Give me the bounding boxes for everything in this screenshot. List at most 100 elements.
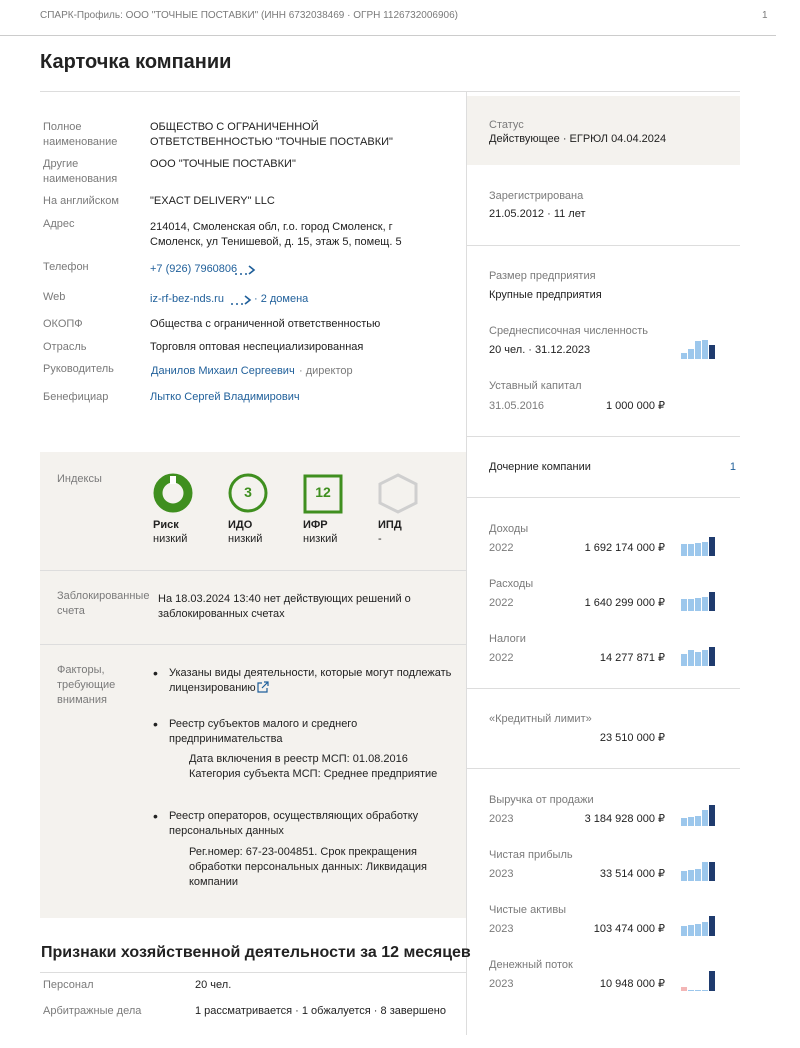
tax-period: 2022 bbox=[489, 542, 514, 554]
indices-section bbox=[40, 452, 466, 918]
sparkline-icon bbox=[681, 916, 715, 936]
divider bbox=[467, 436, 740, 437]
activity-title: Признаки хозяйственной деятельности за 1… bbox=[41, 944, 471, 961]
status-block bbox=[467, 96, 740, 165]
more-icon[interactable] bbox=[230, 294, 254, 306]
column-divider bbox=[466, 92, 467, 1035]
index-score: 12 bbox=[315, 484, 331, 500]
detail-label: Другие наименования bbox=[43, 158, 118, 185]
detail-label: Руководитель bbox=[43, 363, 114, 375]
sparkline-icon bbox=[681, 340, 715, 359]
detail-value[interactable]: Данилов Михаил Сергеевич bbox=[151, 365, 295, 377]
detail-value: "EXACT DELIVERY" LLC bbox=[150, 195, 275, 207]
divider bbox=[40, 972, 466, 973]
sparkline-icon bbox=[681, 592, 715, 611]
finance-label: Выручка от продажи bbox=[489, 794, 594, 806]
finance-amount: 33 514 000 ₽ bbox=[599, 868, 665, 880]
status-label: Статус bbox=[489, 119, 524, 131]
subsidiaries-label: Дочерние компании bbox=[489, 461, 591, 473]
status-value: Действующее · ЕГРЮЛ 04.04.2024 bbox=[489, 133, 667, 145]
finance-label: Чистая прибыль bbox=[489, 849, 573, 861]
index-name: ИПД bbox=[378, 519, 402, 531]
detail-value: ОБЩЕСТВО С ОГРАНИЧЕННОЙ ОТВЕТСТВЕННОСТЬЮ… bbox=[150, 121, 393, 148]
size-label: Размер предприятия bbox=[489, 270, 596, 282]
detail-label: Телефон bbox=[43, 261, 89, 273]
capital-label: Уставный капитал bbox=[489, 380, 582, 392]
divider bbox=[40, 644, 466, 645]
index-name: Риск bbox=[153, 519, 179, 531]
credit-label: «Кредитный лимит» bbox=[489, 713, 592, 725]
activity-value: 1 рассматривается · 1 обжалуется · 8 зав… bbox=[195, 1005, 446, 1017]
finance-amount: 3 184 928 000 ₽ bbox=[584, 813, 665, 825]
detail-label: Отрасль bbox=[43, 341, 87, 353]
index-score: 3 bbox=[244, 484, 252, 500]
finance-label: Денежный поток bbox=[489, 959, 573, 971]
detail-value[interactable]: +7 (926) 7960806 bbox=[150, 263, 238, 275]
divider bbox=[0, 35, 776, 36]
activity-label: Персонал bbox=[43, 979, 94, 991]
index-level: низкий bbox=[153, 533, 188, 545]
tax-label: Расходы bbox=[489, 578, 534, 590]
sparkline-icon bbox=[681, 647, 715, 666]
tax-period: 2022 bbox=[489, 597, 514, 609]
divider bbox=[467, 688, 740, 689]
headcount-value: 20 чел. · 31.12.2023 bbox=[489, 344, 591, 356]
capital-period: 31.05.2016 bbox=[489, 400, 545, 412]
detail-value[interactable]: Лытко Сергей Владимирович bbox=[150, 391, 300, 403]
index-icons bbox=[153, 473, 418, 514]
more-icon[interactable] bbox=[234, 264, 256, 276]
activity-value: 20 чел. bbox=[195, 979, 232, 991]
detail-value: Общества с ограниченной ответственностью bbox=[150, 318, 381, 330]
card-title: Карточка компании bbox=[40, 51, 232, 73]
ifr-icon bbox=[303, 474, 343, 514]
credit-amount: 23 510 000 ₽ bbox=[599, 732, 665, 744]
tax-label: Налоги bbox=[489, 633, 526, 645]
divider bbox=[467, 245, 740, 246]
blocked-label: Заблокированные счета bbox=[57, 590, 150, 617]
detail-value: 214014, Смоленская обл, г.о. город Смоле… bbox=[150, 221, 402, 248]
divider bbox=[467, 497, 740, 498]
tax-amount: 1 692 174 000 ₽ bbox=[584, 542, 665, 554]
tax-period: 2022 bbox=[489, 652, 514, 664]
detail-extra: · директор bbox=[299, 365, 353, 377]
registered-label: Зарегистрирована bbox=[489, 190, 584, 202]
finance-amount: 10 948 000 ₽ bbox=[599, 978, 665, 990]
tax-amount: 14 277 871 ₽ bbox=[599, 652, 665, 664]
detail-value: Торговля оптовая неспециализированная bbox=[150, 341, 364, 353]
page-number: 1 bbox=[762, 10, 768, 21]
detail-label: Полное наименование bbox=[43, 121, 118, 148]
external-link-icon[interactable] bbox=[257, 681, 269, 693]
detail-value: ООО "ТОЧНЫЕ ПОСТАВКИ" bbox=[150, 158, 296, 170]
factors-label: Факторы, требующие внимания bbox=[57, 664, 116, 706]
index-name: ИДО bbox=[228, 519, 253, 531]
detail-value[interactable]: iz-rf-bez-nds.ru bbox=[150, 293, 224, 305]
headcount-label: Среднесписочная численность bbox=[489, 325, 649, 337]
sparkline-icon bbox=[681, 971, 715, 991]
blocked-text: На 18.03.2024 13:40 нет действующих реше… bbox=[158, 593, 411, 620]
index-name: ИФР bbox=[303, 519, 328, 531]
finance-period: 2023 bbox=[489, 978, 514, 990]
detail-label: ОКОПФ bbox=[43, 318, 83, 330]
factor-detail: Рег.номер: 67-23-004851. Срок прекращени… bbox=[189, 846, 427, 888]
finance-amount: 103 474 000 ₽ bbox=[593, 923, 665, 935]
bullet: • bbox=[153, 716, 158, 732]
bullet: • bbox=[153, 665, 158, 681]
factor-text: Указаны виды деятельности, которые могут… bbox=[169, 667, 452, 694]
domains-link[interactable]: · 2 домена bbox=[254, 293, 309, 305]
size-value: Крупные предприятия bbox=[489, 289, 602, 301]
subsidiaries-value[interactable]: 1 bbox=[729, 461, 736, 473]
detail-label: Бенефициар bbox=[43, 391, 109, 403]
risk-icon-notch bbox=[170, 476, 176, 484]
factor-detail: Дата включения в реестр МСП: 01.08.2016 … bbox=[189, 753, 438, 780]
detail-label: На английском bbox=[43, 195, 119, 207]
finance-period: 2023 bbox=[489, 868, 514, 880]
ipd-icon bbox=[378, 473, 418, 514]
index-level: - bbox=[378, 533, 382, 545]
factor-text: Реестр субъектов малого и среднего предп… bbox=[169, 718, 358, 745]
divider bbox=[40, 91, 740, 92]
header-title: СПАРК-Профиль: ООО "ТОЧНЫЕ ПОСТАВКИ" (ИН… bbox=[40, 10, 459, 21]
tax-label: Доходы bbox=[489, 523, 529, 535]
sparkline-icon bbox=[681, 805, 715, 826]
finance-label: Чистые активы bbox=[489, 904, 567, 916]
